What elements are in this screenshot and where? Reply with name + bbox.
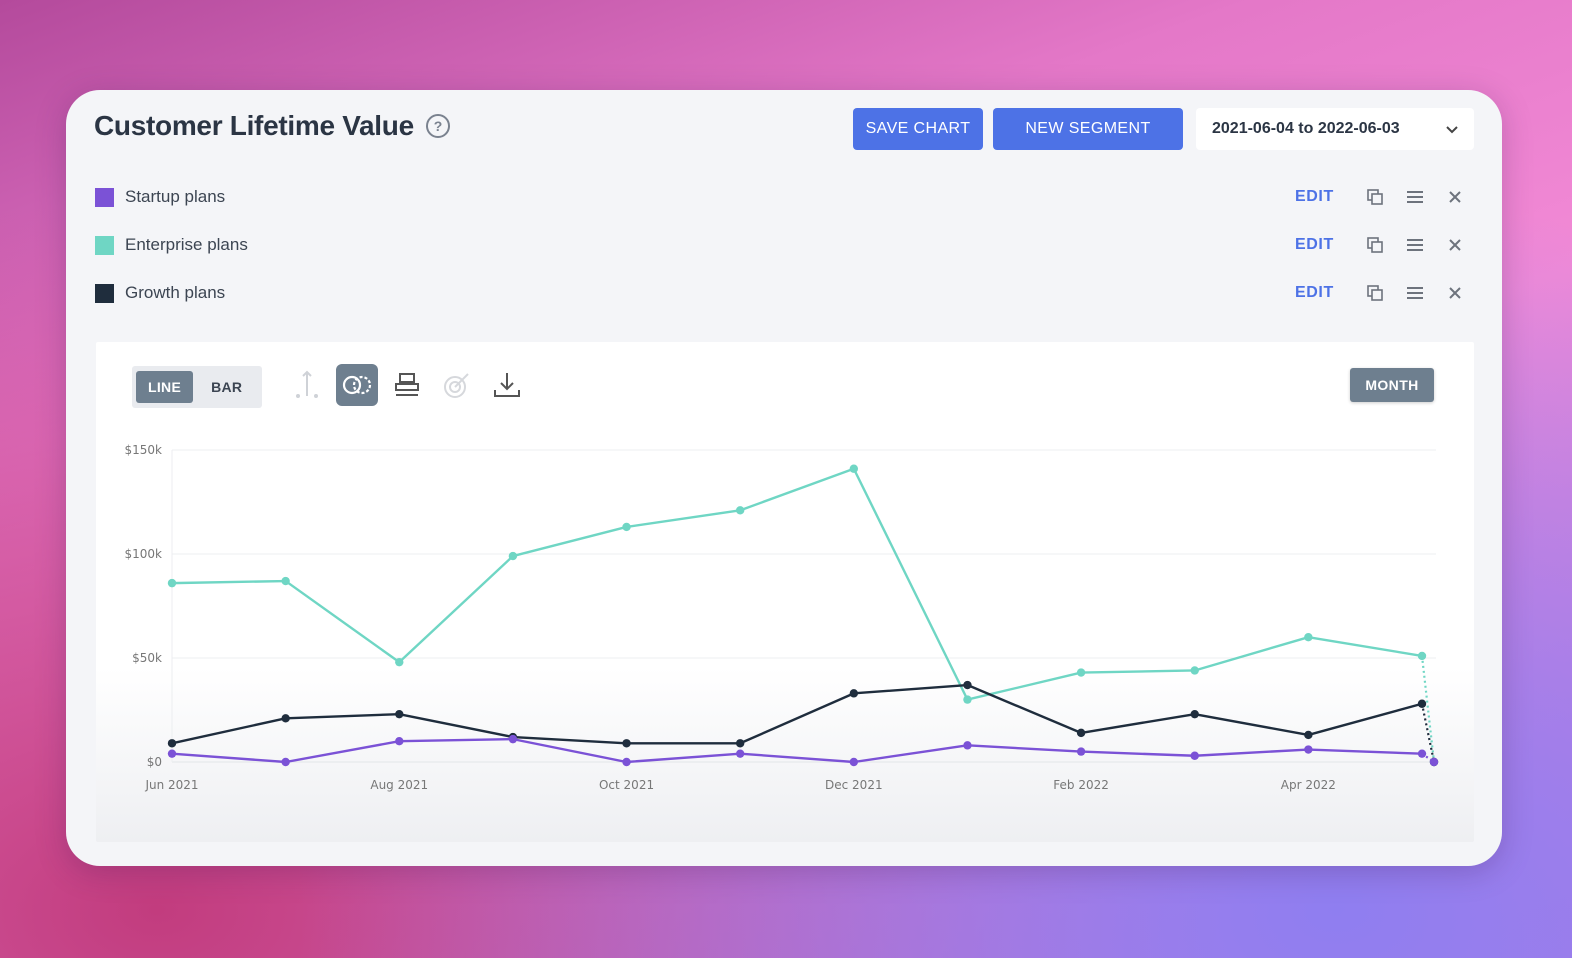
segment-color-swatch xyxy=(95,235,114,255)
data-point[interactable] xyxy=(1076,747,1086,756)
data-point[interactable] xyxy=(1417,749,1427,758)
x-tick-label: Jun 2021 xyxy=(144,778,198,792)
data-point[interactable] xyxy=(395,737,404,746)
line-chart: $0 $50k $100k $150k Jun 2021 Aug 2021 Oct 2021… xyxy=(125,443,1439,792)
page-title: Customer Lifetime Value ? xyxy=(94,110,450,142)
axis-icon[interactable] xyxy=(286,364,328,406)
page-title-text: Customer Lifetime Value xyxy=(94,110,414,141)
data-point[interactable] xyxy=(1076,668,1086,677)
menu-icon[interactable] xyxy=(1395,233,1435,257)
segment-color-swatch xyxy=(95,283,114,303)
download-icon[interactable] xyxy=(486,364,528,406)
edit-segment-button[interactable]: EDIT xyxy=(1295,236,1334,253)
data-point[interactable] xyxy=(167,749,177,758)
duplicate-icon[interactable] xyxy=(1355,233,1395,257)
data-point[interactable] xyxy=(622,522,631,532)
x-tick-label: Dec 2021 xyxy=(825,778,883,792)
data-point[interactable] xyxy=(281,576,290,586)
data-point[interactable] xyxy=(1304,730,1313,740)
data-point[interactable] xyxy=(849,464,859,473)
duplicate-icon[interactable] xyxy=(1355,281,1395,305)
help-icon[interactable]: ? xyxy=(425,114,450,138)
data-point[interactable] xyxy=(1417,699,1427,708)
segment-label: Startup plans xyxy=(125,187,226,206)
y-tick-label: $150k xyxy=(125,443,163,457)
save-chart-button[interactable]: SAVE CHART xyxy=(853,108,983,150)
chart-type-toggle: LINE BAR xyxy=(132,366,262,408)
data-point[interactable] xyxy=(622,757,631,767)
y-tick-label: $50k xyxy=(132,651,162,665)
segment-row-enterprise: Enterprise plans EDIT xyxy=(95,233,1475,257)
segment-row-growth: Growth plans EDIT xyxy=(95,281,1475,305)
data-point[interactable] xyxy=(1190,751,1199,760)
data-point[interactable] xyxy=(963,695,972,704)
data-point[interactable] xyxy=(963,741,972,750)
data-point[interactable] xyxy=(167,578,177,588)
data-point[interactable] xyxy=(1304,745,1313,754)
x-tick-label: Oct 2021 xyxy=(599,778,654,792)
segment-color-swatch xyxy=(95,187,114,207)
series-line xyxy=(171,737,1423,764)
segment-row-startup: Startup plans EDIT xyxy=(95,185,1475,209)
bar-toggle-button[interactable]: BAR xyxy=(211,379,243,395)
data-point[interactable] xyxy=(395,709,404,719)
date-range-select[interactable]: 2021-06-04 to 2022-06-03 xyxy=(1196,108,1474,150)
data-point[interactable] xyxy=(508,734,518,744)
chevron-down-icon xyxy=(1446,121,1458,137)
line-toggle-button[interactable]: LINE xyxy=(136,371,194,403)
close-icon[interactable] xyxy=(1435,233,1475,257)
chart-panel: LINE BAR MONTH $0 $50k $100k $150k Jun 2021 A… xyxy=(96,342,1474,842)
edit-segment-button[interactable]: EDIT xyxy=(1295,284,1334,301)
x-tick-label: Feb 2022 xyxy=(1053,778,1109,792)
x-tick-label: Aug 2021 xyxy=(370,778,428,792)
target-icon[interactable] xyxy=(436,364,478,406)
data-point[interactable] xyxy=(1190,709,1199,719)
segment-label: Enterprise plans xyxy=(125,235,248,254)
menu-icon[interactable] xyxy=(1395,185,1435,209)
close-icon[interactable] xyxy=(1435,185,1475,209)
data-point[interactable] xyxy=(1304,633,1313,642)
date-range-value: 2021-06-04 to 2022-06-03 xyxy=(1212,120,1400,137)
compare-icon[interactable] xyxy=(336,364,378,406)
x-tick-label: Apr 2022 xyxy=(1281,778,1336,792)
data-point[interactable] xyxy=(1429,757,1439,767)
new-segment-button[interactable]: NEW SEGMENT xyxy=(993,108,1183,150)
granularity-month-button[interactable]: MONTH xyxy=(1350,368,1434,402)
data-point[interactable] xyxy=(735,506,745,515)
data-point[interactable] xyxy=(849,689,859,698)
data-point[interactable] xyxy=(1190,666,1199,675)
series-line xyxy=(171,683,1423,745)
edit-segment-button[interactable]: EDIT xyxy=(1295,188,1334,205)
data-point[interactable] xyxy=(1076,728,1086,738)
chart-card: Customer Lifetime Value ? SAVE CHART NEW… xyxy=(66,90,1502,866)
data-point[interactable] xyxy=(1417,651,1427,661)
data-point[interactable] xyxy=(508,551,518,561)
series-line xyxy=(171,467,1423,701)
y-tick-label: $0 xyxy=(147,755,162,769)
y-tick-label: $100k xyxy=(125,547,163,561)
data-point[interactable] xyxy=(167,739,177,748)
data-point[interactable] xyxy=(281,757,290,767)
data-point[interactable] xyxy=(735,739,745,748)
close-icon[interactable] xyxy=(1435,281,1475,305)
stack-icon[interactable] xyxy=(386,364,428,406)
data-point[interactable] xyxy=(281,714,290,723)
data-point[interactable] xyxy=(849,757,859,767)
data-point[interactable] xyxy=(963,680,972,690)
menu-icon[interactable] xyxy=(1395,281,1435,305)
duplicate-icon[interactable] xyxy=(1355,185,1395,209)
data-point[interactable] xyxy=(395,657,404,667)
segment-label: Growth plans xyxy=(125,283,226,302)
data-point[interactable] xyxy=(622,739,631,748)
data-point[interactable] xyxy=(735,749,745,758)
